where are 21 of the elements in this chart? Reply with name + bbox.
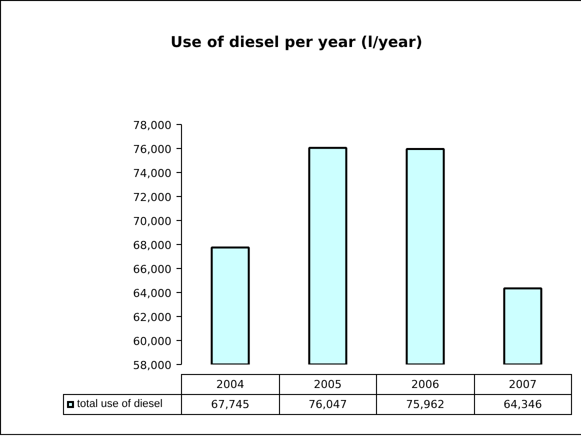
x-tick-label: 2007 [474,374,572,395]
y-tick-label: 60,000 [133,335,172,348]
x-tick-label: 2004 [181,374,280,395]
x-tick-label: 2006 [376,374,474,395]
data-label: 76,047 [278,394,377,415]
y-tick-label: 74,000 [133,167,172,180]
data-label: 67,745 [181,394,280,415]
data-label: 75,962 [376,394,474,415]
y-tick-label: 72,000 [133,191,172,204]
y-tick-label: 58,000 [133,359,172,372]
y-tick-label: 70,000 [133,215,172,228]
y-tick-label: 64,000 [133,287,172,300]
y-tick-label: 68,000 [133,239,172,252]
y-tick-label: 66,000 [133,263,172,276]
data-label: 64,346 [474,394,572,415]
chart-title: Use of diesel per year (l/year) [169,32,424,51]
y-tick-label: 78,000 [133,119,172,132]
y-tick-label: 76,000 [133,143,172,156]
y-tick-label: 62,000 [133,311,172,324]
x-tick-label: 2005 [278,374,377,395]
legend-label: total use of diesel [63,394,182,415]
